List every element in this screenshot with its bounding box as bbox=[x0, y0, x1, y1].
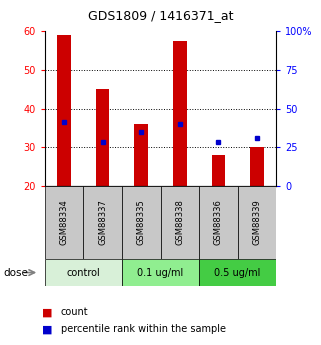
Bar bbox=[238, 186, 276, 259]
Text: 0.5 ug/ml: 0.5 ug/ml bbox=[214, 268, 261, 277]
Text: percentile rank within the sample: percentile rank within the sample bbox=[61, 325, 226, 334]
Bar bbox=[96, 89, 109, 186]
Bar bbox=[45, 259, 122, 286]
Bar bbox=[122, 259, 199, 286]
Bar bbox=[45, 186, 83, 259]
Text: 0.1 ug/ml: 0.1 ug/ml bbox=[137, 268, 184, 277]
Text: GSM88339: GSM88339 bbox=[252, 200, 261, 245]
Bar bbox=[160, 186, 199, 259]
Bar bbox=[199, 186, 238, 259]
Bar bbox=[173, 41, 187, 186]
Text: GSM88337: GSM88337 bbox=[98, 200, 107, 245]
Text: control: control bbox=[66, 268, 100, 277]
Text: count: count bbox=[61, 307, 89, 317]
Bar bbox=[212, 155, 225, 186]
Bar bbox=[199, 259, 276, 286]
Bar bbox=[134, 124, 148, 186]
Bar bbox=[57, 35, 71, 186]
Text: GSM88338: GSM88338 bbox=[175, 200, 184, 245]
Bar bbox=[83, 186, 122, 259]
Text: ■: ■ bbox=[42, 307, 52, 317]
Bar bbox=[250, 147, 264, 186]
Text: GSM88336: GSM88336 bbox=[214, 200, 223, 245]
Text: dose: dose bbox=[3, 268, 28, 277]
Text: GSM88334: GSM88334 bbox=[60, 200, 69, 245]
Text: GSM88335: GSM88335 bbox=[137, 200, 146, 245]
Text: ■: ■ bbox=[42, 325, 52, 334]
Text: GDS1809 / 1416371_at: GDS1809 / 1416371_at bbox=[88, 9, 233, 22]
Bar bbox=[122, 186, 160, 259]
